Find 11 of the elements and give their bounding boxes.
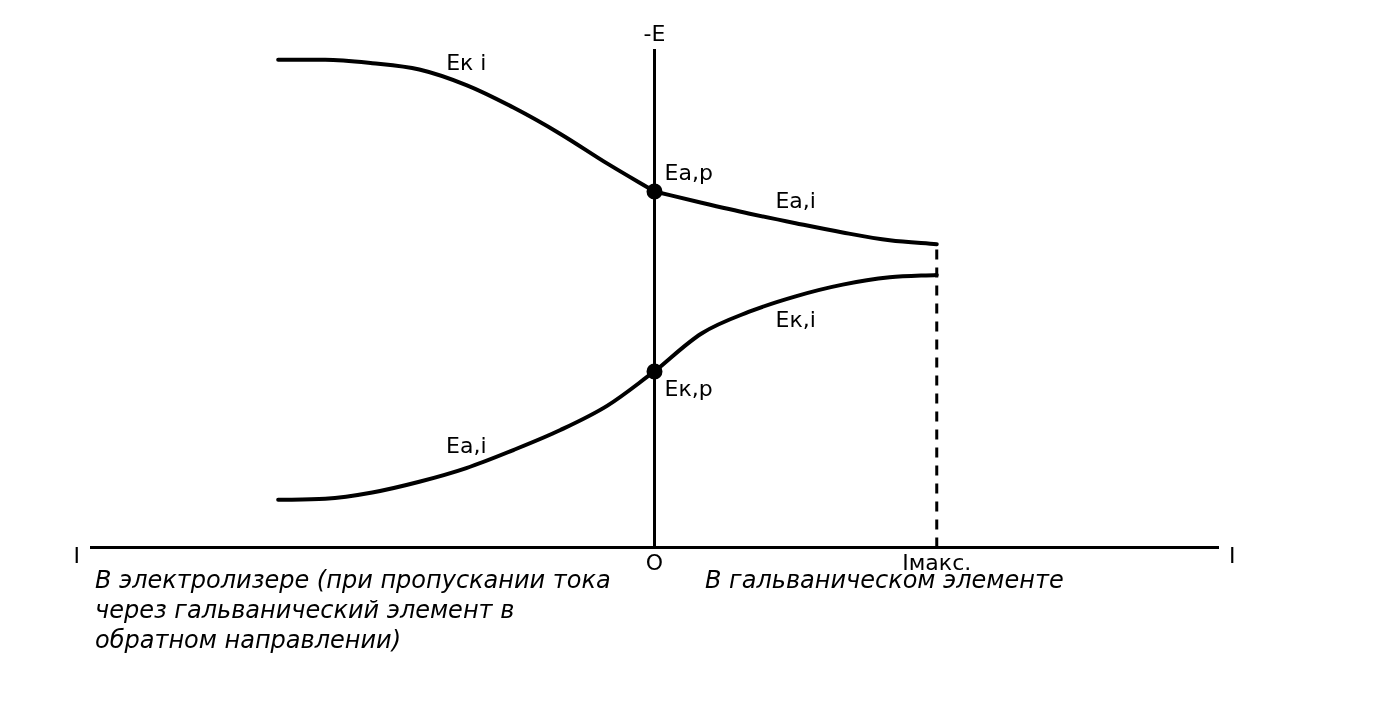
series-label: Eк,i (775, 307, 816, 333)
x-axis-title: I (73, 543, 80, 569)
x-tick-label: O (645, 549, 664, 575)
text: I (1229, 543, 1236, 569)
annotation: Ea,р (664, 160, 713, 186)
series-label: Ea,i (775, 187, 816, 213)
text: В электролизере (при пропускании тока через гальванический элемент в обратном направлении) (95, 565, 612, 655)
annotation: Eк,р (664, 376, 713, 402)
y-axis-title: -E (643, 20, 666, 46)
series-label: Ea,i (446, 432, 487, 458)
series-label: Eк i (446, 49, 487, 75)
